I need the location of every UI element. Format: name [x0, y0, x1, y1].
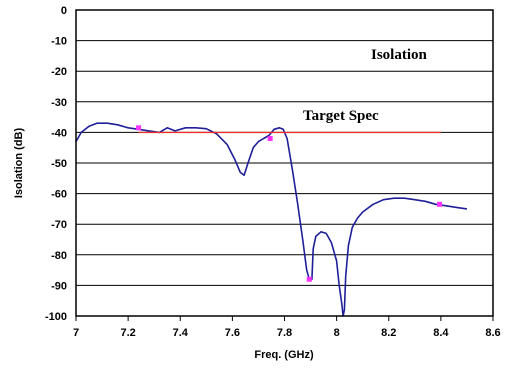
plot-frame — [75, 9, 494, 317]
annotation-isolation: Isolation — [371, 47, 428, 63]
x-tick-label: 8.6 — [485, 327, 500, 339]
y-tick-label: -60 — [51, 189, 67, 201]
series-lines — [75, 122, 468, 317]
x-tick-label: 8.4 — [433, 327, 449, 339]
marker-point — [267, 136, 273, 142]
x-tick-label: 7.8 — [277, 327, 292, 339]
y-tick-label: -90 — [51, 280, 67, 292]
x-tick-label: 7 — [73, 327, 79, 339]
y-tick-label: -50 — [51, 158, 67, 170]
x-tick-label: 8 — [334, 327, 340, 339]
x-tick-label: 8.2 — [381, 327, 396, 339]
y-tick-label: -80 — [51, 250, 67, 262]
y-tick-label: -10 — [51, 36, 67, 48]
y-axis-label: Isolation (dB) — [13, 128, 25, 199]
x-tick-label: 7.4 — [173, 327, 189, 339]
marker-point — [306, 276, 312, 282]
annotation-target-spec: Target Spec — [303, 108, 379, 124]
y-tick-label: -20 — [51, 66, 67, 78]
y-tick-labels: 0 -10 -20 -30 -40 -50 -60 -70 -80 -90 -100 — [45, 5, 67, 323]
x-tick-labels: 7 7.2 7.4 7.6 7.8 8 8.2 8.4 8.6 — [73, 316, 501, 339]
y-tick-label: -40 — [51, 127, 67, 139]
y-tick-label: -70 — [51, 219, 67, 231]
y-tick-label: 0 — [61, 5, 67, 17]
isolation-curve — [75, 122, 468, 317]
y-tick-label: -30 — [51, 97, 67, 109]
markers — [136, 125, 443, 282]
x-tick-label: 7.2 — [120, 327, 135, 339]
marker-point — [136, 125, 142, 131]
x-axis-label: Freq. (GHz) — [254, 349, 314, 361]
y-tick-label: -100 — [45, 311, 67, 323]
x-tick-label: 7.6 — [225, 327, 240, 339]
marker-point — [437, 201, 443, 207]
